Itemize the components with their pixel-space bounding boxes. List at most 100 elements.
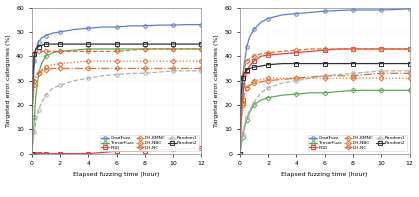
GradFuzz [336, 9, 341, 12]
DH-NC [30, 109, 35, 111]
Random1 [239, 143, 244, 145]
Random1 [43, 94, 48, 96]
DH-NBC [156, 60, 161, 62]
TensorFuzz [30, 145, 35, 148]
Random2 [29, 152, 34, 155]
X-axis label: Elapsed fuzzing time (hour): Elapsed fuzzing time (hour) [282, 172, 368, 177]
Line: Random1: Random1 [238, 69, 411, 155]
Line: GradFuzz: GradFuzz [238, 7, 411, 155]
TensorFuzz [336, 90, 341, 93]
DH-KMNC [239, 94, 244, 96]
DH-NC [100, 67, 105, 70]
DH-NBC [238, 133, 243, 135]
DH-NC [240, 101, 245, 104]
Random2 [379, 62, 384, 65]
DH-NC [407, 72, 412, 74]
DH-KMNC [336, 48, 341, 50]
Random1 [259, 92, 264, 94]
DH-KMNC [308, 48, 313, 50]
PGD [322, 49, 327, 51]
DH-NBC [237, 152, 242, 155]
TensorFuzz [185, 48, 190, 50]
DH-NBC [39, 69, 44, 71]
PGD [185, 148, 190, 150]
TensorFuzz [240, 135, 245, 138]
DH-NBC [294, 77, 299, 79]
TensorFuzz [407, 89, 412, 92]
DH-KMNC [240, 74, 245, 77]
PGD [244, 70, 249, 72]
GradFuzz [238, 133, 243, 135]
DH-NBC [31, 101, 36, 104]
TensorFuzz [259, 99, 264, 101]
Random1 [185, 70, 190, 72]
DH-NC [156, 67, 161, 70]
TensorFuzz [156, 48, 161, 50]
Random2 [57, 43, 62, 45]
Random1 [50, 87, 55, 89]
Random2 [308, 62, 313, 65]
GradFuzz [244, 45, 249, 48]
DH-KMNC [294, 49, 299, 51]
Random2 [30, 99, 35, 101]
Random1 [30, 145, 35, 148]
DH-KMNC [266, 51, 271, 54]
Random2 [43, 43, 48, 45]
DH-NC [393, 72, 398, 74]
DH-NC [31, 92, 36, 94]
GradFuzz [239, 113, 244, 116]
TensorFuzz [244, 118, 249, 121]
DH-NBC [247, 83, 252, 85]
Y-axis label: Targeted error categories (%): Targeted error categories (%) [5, 34, 10, 127]
GradFuzz [185, 23, 190, 26]
Line: TensorFuzz: TensorFuzz [238, 89, 411, 155]
GradFuzz [36, 40, 41, 43]
Random1 [100, 74, 105, 77]
Random2 [72, 43, 77, 45]
Random1 [379, 70, 384, 72]
PGD [142, 150, 147, 152]
DH-NBC [240, 104, 245, 106]
Random1 [247, 109, 252, 111]
DH-NBC [185, 60, 190, 62]
Line: DH-NC: DH-NC [30, 67, 203, 155]
DH-KMNC [100, 50, 105, 53]
Legend: GradFuzz, TensorFuzz, PGD, DH-KMNC, DH-NBC, DH-NC, Random1, Random2: GradFuzz, TensorFuzz, PGD, DH-KMNC, DH-N… [99, 135, 199, 151]
DH-KMNC [279, 50, 285, 53]
DH-NC [86, 67, 91, 70]
PGD [72, 152, 77, 155]
GradFuzz [86, 27, 91, 29]
DH-KMNC [407, 48, 412, 50]
Random2 [322, 62, 327, 65]
TensorFuzz [379, 89, 384, 92]
DH-NBC [100, 60, 105, 62]
TensorFuzz [279, 94, 285, 96]
TensorFuzz [142, 48, 147, 50]
TensorFuzz [114, 48, 119, 50]
Random1 [72, 79, 77, 82]
PGD [279, 53, 285, 55]
GradFuzz [114, 26, 119, 28]
DH-KMNC [50, 50, 55, 53]
PGD [50, 152, 55, 155]
Line: DH-NBC: DH-NBC [238, 76, 411, 155]
DH-KMNC [251, 55, 256, 58]
DH-NBC [114, 60, 119, 62]
DH-NBC [241, 94, 246, 96]
DH-NC [350, 74, 355, 77]
Random2 [279, 62, 285, 65]
DH-NBC [266, 77, 271, 79]
DH-NBC [393, 77, 398, 79]
GradFuzz [29, 152, 34, 155]
GradFuzz [30, 116, 35, 118]
DH-NBC [259, 78, 264, 81]
DH-NC [244, 87, 249, 89]
DH-NC [251, 82, 256, 84]
GradFuzz [171, 24, 176, 26]
PGD [240, 99, 245, 101]
Random2 [100, 43, 105, 45]
DH-KMNC [393, 48, 398, 50]
Random2 [31, 72, 36, 74]
DH-NC [32, 79, 37, 82]
Random2 [36, 45, 41, 48]
